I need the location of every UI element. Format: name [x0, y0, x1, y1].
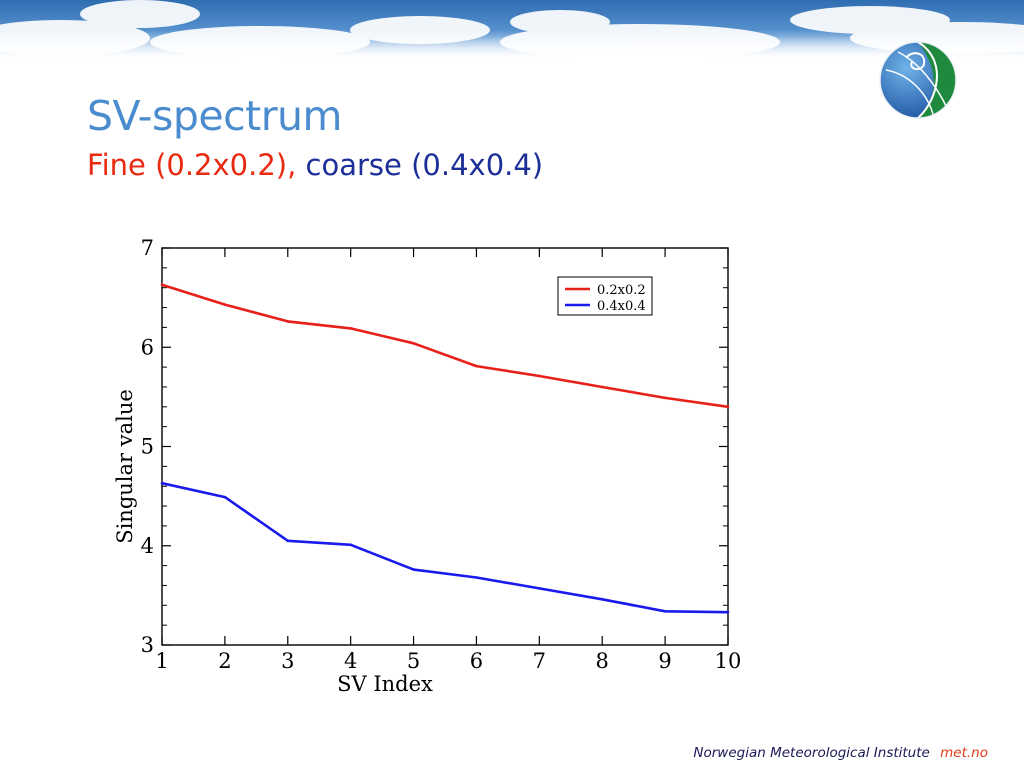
data-point-0.4x0.4 [475, 576, 478, 579]
x-tick-label: 6 [470, 649, 483, 673]
data-point-0.2x0.2 [600, 385, 604, 389]
y-tick-label: 7 [141, 236, 154, 260]
x-tick-label: 5 [407, 649, 420, 673]
x-tick-label: 3 [281, 649, 294, 673]
legend: 0.2x0.20.4x0.4 [557, 276, 653, 316]
data-point-0.4x0.4 [726, 610, 730, 614]
subtitle-fine: Fine (0.2x0.2), [87, 148, 297, 182]
x-tick-label: 1 [155, 649, 168, 673]
slide-subtitle: Fine (0.2x0.2), coarse (0.4x0.4) [87, 148, 543, 182]
footer: Norwegian Meteorological Institute met.n… [693, 745, 988, 761]
data-point-0.2x0.2 [412, 341, 415, 345]
x-tick-label: 7 [533, 649, 546, 673]
sv-spectrum-chart: 1 2 3 4 5 6 7 8 9 10 3 4 5 6 7 SV Index Singular value 0.… [113, 236, 742, 696]
slide-title: SV-spectrum [87, 92, 342, 140]
y-tick-label: 5 [141, 435, 154, 459]
sky-banner [0, 0, 1024, 60]
data-point-0.4x0.4 [600, 598, 604, 601]
data-point-0.2x0.2 [286, 320, 290, 323]
y-axis-label: Singular value [113, 389, 137, 544]
data-point-0.4x0.4 [663, 609, 667, 613]
data-point-0.2x0.2 [160, 283, 164, 287]
data-point-0.4x0.4 [412, 568, 415, 571]
x-tick-label: 9 [658, 649, 671, 673]
met-no-globe-logo [879, 41, 957, 119]
x-axis-label: SV Index [337, 672, 433, 696]
x-tick-label: 4 [344, 649, 357, 673]
data-point-0.4x0.4 [223, 495, 227, 499]
subtitle-coarse: coarse (0.4x0.4) [305, 148, 544, 182]
x-tick-label: 10 [715, 649, 742, 673]
legend-label: 0.4x0.4 [597, 299, 646, 314]
x-tick-label: 2 [218, 649, 231, 673]
data-point-0.4x0.4 [538, 587, 541, 590]
series-line-0.4x0.4 [161, 481, 729, 614]
data-point-0.2x0.2 [538, 374, 541, 378]
footer-organization: Norwegian Meteorological Institute [693, 745, 930, 761]
data-point-0.4x0.4 [286, 539, 290, 543]
data-point-0.2x0.2 [475, 364, 478, 368]
y-tick-label: 6 [141, 335, 154, 359]
footer-site-link[interactable]: met.no [940, 745, 988, 761]
data-point-0.2x0.2 [726, 405, 730, 409]
legend-box [557, 276, 653, 316]
data-point-0.2x0.2 [349, 327, 352, 330]
legend-label: 0.2x0.2 [597, 283, 646, 298]
data-point-0.4x0.4 [349, 543, 352, 547]
data-point-0.2x0.2 [663, 396, 667, 400]
x-tick-label: 8 [596, 649, 609, 673]
y-tick-label: 4 [141, 534, 154, 558]
data-point-0.4x0.4 [160, 481, 164, 485]
series-line-0.2x0.2 [161, 283, 729, 409]
y-tick-label: 3 [141, 633, 154, 657]
data-point-0.2x0.2 [223, 303, 227, 306]
